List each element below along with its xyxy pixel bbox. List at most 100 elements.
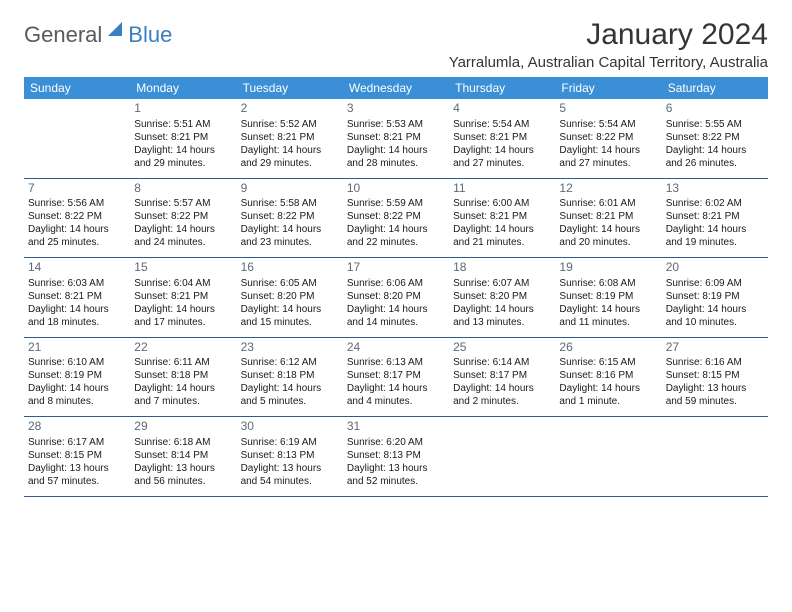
calendar-cell: 5Sunrise: 5:54 AMSunset: 8:22 PMDaylight…: [555, 99, 661, 178]
day-number: 25: [453, 340, 551, 356]
day-number: 5: [559, 101, 657, 117]
sunrise-line: Sunrise: 6:16 AM: [666, 356, 764, 369]
daylight-line: Daylight: 14 hours and 17 minutes.: [134, 303, 232, 329]
daylight-line: Daylight: 14 hours and 15 minutes.: [241, 303, 339, 329]
day-number: 12: [559, 181, 657, 197]
sunrise-line: Sunrise: 6:20 AM: [347, 436, 445, 449]
daylight-line: Daylight: 14 hours and 21 minutes.: [453, 223, 551, 249]
calendar-row: 21Sunrise: 6:10 AMSunset: 8:19 PMDayligh…: [24, 337, 768, 417]
sunset-line: Sunset: 8:19 PM: [666, 290, 764, 303]
sunset-line: Sunset: 8:20 PM: [241, 290, 339, 303]
month-title: January 2024: [449, 18, 768, 52]
sunset-line: Sunset: 8:15 PM: [666, 369, 764, 382]
calendar-cell: 21Sunrise: 6:10 AMSunset: 8:19 PMDayligh…: [24, 337, 130, 417]
daylight-line: Daylight: 13 hours and 59 minutes.: [666, 382, 764, 408]
daylight-line: Daylight: 14 hours and 1 minute.: [559, 382, 657, 408]
sunset-line: Sunset: 8:22 PM: [559, 131, 657, 144]
sunrise-line: Sunrise: 5:52 AM: [241, 118, 339, 131]
sunset-line: Sunset: 8:21 PM: [453, 131, 551, 144]
sunrise-line: Sunrise: 5:56 AM: [28, 197, 126, 210]
calendar-row: 28Sunrise: 6:17 AMSunset: 8:15 PMDayligh…: [24, 417, 768, 497]
sunrise-line: Sunrise: 5:59 AM: [347, 197, 445, 210]
daylight-line: Daylight: 13 hours and 52 minutes.: [347, 462, 445, 488]
sunrise-line: Sunrise: 6:07 AM: [453, 277, 551, 290]
calendar-table: Sunday Monday Tuesday Wednesday Thursday…: [24, 77, 768, 497]
sunrise-line: Sunrise: 6:10 AM: [28, 356, 126, 369]
sunrise-line: Sunrise: 5:54 AM: [559, 118, 657, 131]
calendar-cell: 13Sunrise: 6:02 AMSunset: 8:21 PMDayligh…: [662, 178, 768, 258]
calendar-cell: 4Sunrise: 5:54 AMSunset: 8:21 PMDaylight…: [449, 99, 555, 178]
sunset-line: Sunset: 8:19 PM: [28, 369, 126, 382]
sunset-line: Sunset: 8:21 PM: [134, 131, 232, 144]
calendar-cell: 1Sunrise: 5:51 AMSunset: 8:21 PMDaylight…: [130, 99, 236, 178]
calendar-cell: 11Sunrise: 6:00 AMSunset: 8:21 PMDayligh…: [449, 178, 555, 258]
weekday-header: Tuesday: [237, 77, 343, 99]
sunset-line: Sunset: 8:21 PM: [666, 210, 764, 223]
sunset-line: Sunset: 8:13 PM: [241, 449, 339, 462]
day-number: 21: [28, 340, 126, 356]
calendar-cell: 14Sunrise: 6:03 AMSunset: 8:21 PMDayligh…: [24, 258, 130, 338]
day-number: 23: [241, 340, 339, 356]
sunset-line: Sunset: 8:20 PM: [347, 290, 445, 303]
sunset-line: Sunset: 8:17 PM: [453, 369, 551, 382]
daylight-line: Daylight: 14 hours and 19 minutes.: [666, 223, 764, 249]
logo-sail-icon: [106, 20, 126, 43]
daylight-line: Daylight: 14 hours and 11 minutes.: [559, 303, 657, 329]
day-number: 10: [347, 181, 445, 197]
logo: General Blue: [24, 22, 172, 48]
daylight-line: Daylight: 14 hours and 22 minutes.: [347, 223, 445, 249]
sunrise-line: Sunrise: 6:06 AM: [347, 277, 445, 290]
calendar-cell: 30Sunrise: 6:19 AMSunset: 8:13 PMDayligh…: [237, 417, 343, 497]
sunrise-line: Sunrise: 6:11 AM: [134, 356, 232, 369]
calendar-cell: 3Sunrise: 5:53 AMSunset: 8:21 PMDaylight…: [343, 99, 449, 178]
daylight-line: Daylight: 14 hours and 4 minutes.: [347, 382, 445, 408]
calendar-cell: 26Sunrise: 6:15 AMSunset: 8:16 PMDayligh…: [555, 337, 661, 417]
day-number: 4: [453, 101, 551, 117]
logo-text-blue: Blue: [128, 22, 172, 48]
day-number: 20: [666, 260, 764, 276]
calendar-cell: 29Sunrise: 6:18 AMSunset: 8:14 PMDayligh…: [130, 417, 236, 497]
day-number: 24: [347, 340, 445, 356]
sunrise-line: Sunrise: 6:18 AM: [134, 436, 232, 449]
daylight-line: Daylight: 14 hours and 13 minutes.: [453, 303, 551, 329]
daylight-line: Daylight: 14 hours and 28 minutes.: [347, 144, 445, 170]
day-number: 31: [347, 419, 445, 435]
daylight-line: Daylight: 14 hours and 5 minutes.: [241, 382, 339, 408]
day-number: 6: [666, 101, 764, 117]
sunrise-line: Sunrise: 6:03 AM: [28, 277, 126, 290]
daylight-line: Daylight: 14 hours and 7 minutes.: [134, 382, 232, 408]
header: General Blue January 2024 Yarralumla, Au…: [24, 18, 768, 71]
day-number: 3: [347, 101, 445, 117]
sunrise-line: Sunrise: 6:05 AM: [241, 277, 339, 290]
calendar-cell: 10Sunrise: 5:59 AMSunset: 8:22 PMDayligh…: [343, 178, 449, 258]
daylight-line: Daylight: 14 hours and 8 minutes.: [28, 382, 126, 408]
day-number: 16: [241, 260, 339, 276]
calendar-cell: 18Sunrise: 6:07 AMSunset: 8:20 PMDayligh…: [449, 258, 555, 338]
sunset-line: Sunset: 8:21 PM: [28, 290, 126, 303]
daylight-line: Daylight: 14 hours and 14 minutes.: [347, 303, 445, 329]
day-number: 19: [559, 260, 657, 276]
sunrise-line: Sunrise: 6:14 AM: [453, 356, 551, 369]
daylight-line: Daylight: 14 hours and 10 minutes.: [666, 303, 764, 329]
daylight-line: Daylight: 14 hours and 23 minutes.: [241, 223, 339, 249]
daylight-line: Daylight: 14 hours and 24 minutes.: [134, 223, 232, 249]
sunset-line: Sunset: 8:16 PM: [559, 369, 657, 382]
calendar-cell: [555, 417, 661, 497]
sunset-line: Sunset: 8:20 PM: [453, 290, 551, 303]
sunrise-line: Sunrise: 5:55 AM: [666, 118, 764, 131]
sunrise-line: Sunrise: 5:58 AM: [241, 197, 339, 210]
calendar-cell: 23Sunrise: 6:12 AMSunset: 8:18 PMDayligh…: [237, 337, 343, 417]
daylight-line: Daylight: 14 hours and 26 minutes.: [666, 144, 764, 170]
calendar-cell: 12Sunrise: 6:01 AMSunset: 8:21 PMDayligh…: [555, 178, 661, 258]
sunrise-line: Sunrise: 6:01 AM: [559, 197, 657, 210]
sunset-line: Sunset: 8:18 PM: [134, 369, 232, 382]
day-number: 11: [453, 181, 551, 197]
sunrise-line: Sunrise: 6:12 AM: [241, 356, 339, 369]
calendar-cell: [662, 417, 768, 497]
calendar-cell: 25Sunrise: 6:14 AMSunset: 8:17 PMDayligh…: [449, 337, 555, 417]
weekday-header-row: Sunday Monday Tuesday Wednesday Thursday…: [24, 77, 768, 99]
day-number: 28: [28, 419, 126, 435]
day-number: 13: [666, 181, 764, 197]
sunrise-line: Sunrise: 6:09 AM: [666, 277, 764, 290]
sunset-line: Sunset: 8:15 PM: [28, 449, 126, 462]
